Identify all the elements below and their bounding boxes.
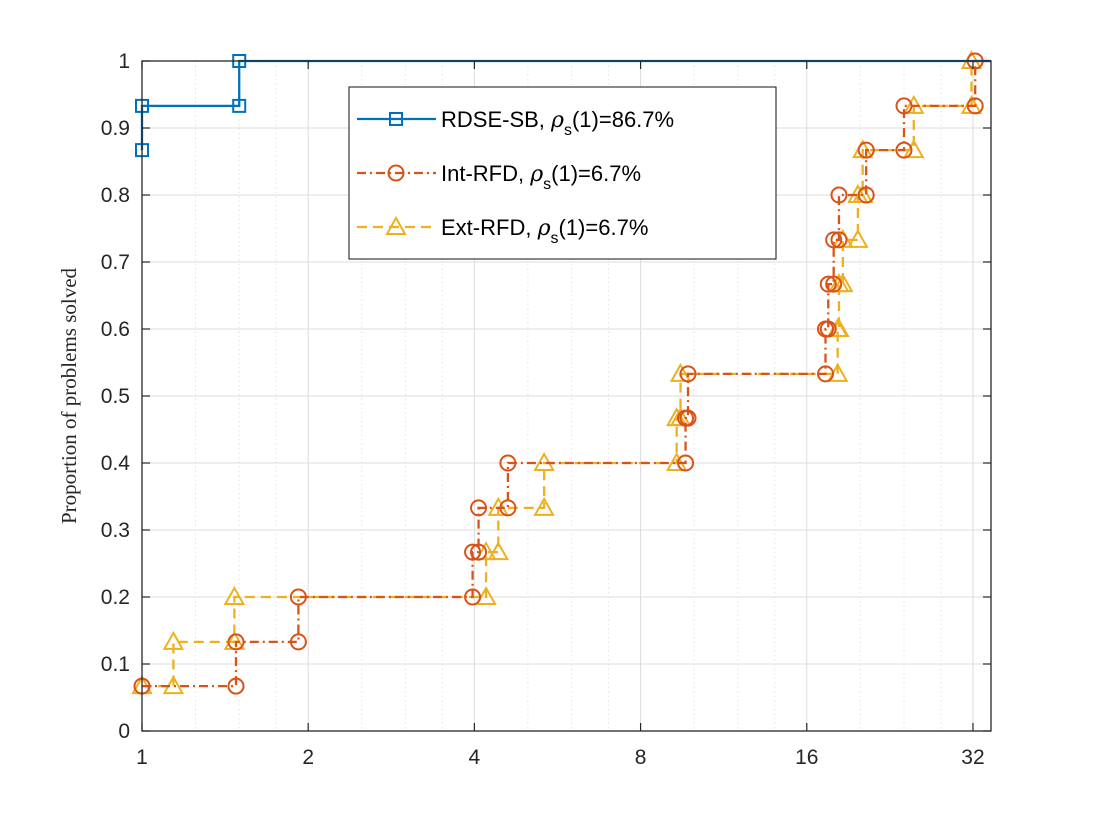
y-tick-label: 0.6 bbox=[101, 318, 130, 341]
x-tick-label: 16 bbox=[795, 746, 818, 769]
data-point bbox=[677, 454, 695, 472]
data-point bbox=[828, 317, 850, 337]
data-point bbox=[825, 275, 843, 293]
y-tick-label: 0.5 bbox=[101, 385, 130, 408]
legend-marker bbox=[389, 112, 403, 126]
x-tick-label: 2 bbox=[302, 746, 314, 769]
data-point bbox=[825, 231, 843, 249]
y-tick-label: 0.4 bbox=[101, 452, 131, 475]
y-axis-label: Proportion of problems solved bbox=[57, 267, 81, 524]
data-point bbox=[475, 541, 497, 561]
legend-entry-ext-rfd: Ext-RFD, ρs(1)=6.7% bbox=[357, 215, 648, 247]
y-tick-label: 0.9 bbox=[101, 117, 130, 140]
y-tick-label: 1 bbox=[118, 50, 130, 73]
y-tick-label: 0.8 bbox=[101, 184, 130, 207]
data-point bbox=[669, 362, 692, 382]
legend-label: Ext-RFD, ρs(1)=6.7% bbox=[441, 215, 648, 247]
data-point bbox=[847, 228, 869, 248]
data-point bbox=[966, 97, 984, 115]
data-point bbox=[232, 98, 247, 113]
series-int-rfd bbox=[133, 52, 991, 695]
legend-label-value: (1)=6.7% bbox=[551, 161, 641, 186]
legend-entry-int-rfd: Int-RFD, ρs(1)=6.7% bbox=[357, 161, 641, 193]
data-point bbox=[464, 588, 482, 606]
data-point bbox=[470, 543, 488, 561]
legend-label: RDSE-SB, ρs(1)=86.7% bbox=[441, 107, 674, 139]
data-point bbox=[162, 630, 185, 650]
legend-marker bbox=[387, 164, 405, 182]
data-point bbox=[227, 633, 245, 651]
legend-marker bbox=[385, 215, 407, 235]
data-point bbox=[832, 273, 854, 293]
legend-rho-symbol: ρ bbox=[529, 162, 543, 187]
data-point bbox=[817, 365, 835, 383]
legend-rho-subscript: s bbox=[551, 230, 559, 247]
data-point bbox=[819, 275, 837, 293]
y-tick-label: 0 bbox=[118, 720, 130, 743]
data-point bbox=[819, 320, 837, 338]
data-point bbox=[830, 231, 848, 249]
data-point bbox=[487, 541, 510, 561]
legend: RDSE-SB, ρs(1)=86.7%Int-RFD, ρs(1)=6.7%E… bbox=[348, 86, 777, 260]
legend-rho-subscript: s bbox=[543, 176, 551, 193]
data-point bbox=[464, 543, 482, 561]
legend-label-name: Ext-RFD, bbox=[441, 215, 538, 240]
data-point bbox=[533, 496, 555, 516]
data-point bbox=[895, 97, 913, 115]
legend-label-value: (1)=86.7% bbox=[572, 107, 674, 132]
y-tick-labels: 0 0.1 0.2 0.3 0.4 0.5 0.6 0.7 0.8 0.9 1 bbox=[101, 50, 131, 743]
data-point bbox=[857, 141, 875, 159]
legend-entries: RDSE-SB, ρs(1)=86.7%Int-RFD, ρs(1)=6.7%E… bbox=[357, 107, 674, 247]
legend-label-name: Int-RFD, bbox=[441, 161, 530, 186]
data-point bbox=[857, 186, 875, 204]
data-point bbox=[470, 499, 488, 517]
x-tick-labels: 1 2 4 8 16 32 bbox=[136, 746, 984, 769]
y-tick-label: 0.7 bbox=[101, 251, 130, 274]
legend-rho-symbol: ρ bbox=[550, 108, 564, 133]
x-tick-label: 1 bbox=[136, 746, 148, 769]
y-tick-label: 0.3 bbox=[101, 519, 130, 542]
data-point bbox=[227, 677, 245, 695]
series-line bbox=[142, 59, 991, 688]
data-point bbox=[830, 186, 848, 204]
legend-entry-rdse-sb: RDSE-SB, ρs(1)=86.7% bbox=[357, 107, 674, 139]
data-point bbox=[895, 141, 913, 159]
data-point bbox=[499, 454, 517, 472]
legend-label-name: RDSE-SB, bbox=[441, 107, 551, 132]
data-point bbox=[289, 588, 307, 606]
data-point bbox=[289, 633, 307, 651]
legend-label-value: (1)=6.7% bbox=[559, 215, 649, 240]
legend-rho-subscript: s bbox=[564, 122, 572, 139]
x-tick-label: 32 bbox=[961, 746, 984, 769]
x-tick-label: 8 bbox=[635, 746, 647, 769]
legend-rho-symbol: ρ bbox=[537, 216, 551, 241]
series-line bbox=[142, 59, 991, 688]
data-point bbox=[475, 585, 497, 605]
data-point bbox=[499, 499, 517, 517]
data-point bbox=[679, 365, 697, 383]
x-tick-label: 4 bbox=[469, 746, 481, 769]
data-point bbox=[679, 409, 697, 427]
data-point bbox=[223, 585, 246, 605]
data-point bbox=[903, 139, 925, 159]
legend-label: Int-RFD, ρs(1)=6.7% bbox=[441, 161, 641, 193]
y-tick-label: 0.2 bbox=[101, 586, 130, 609]
tick-marks bbox=[141, 60, 991, 732]
y-tick-label: 0.1 bbox=[101, 653, 130, 676]
